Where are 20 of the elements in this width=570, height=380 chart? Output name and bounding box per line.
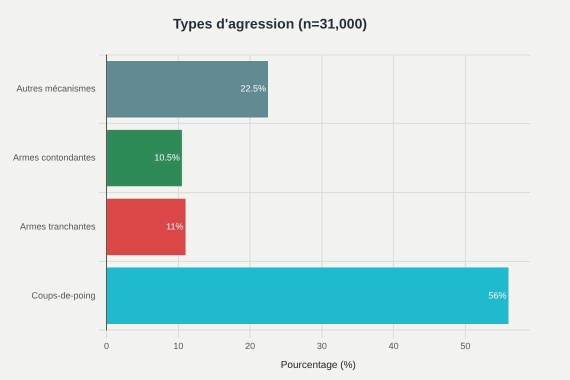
data-label: 22.5% <box>240 84 266 94</box>
x-tick-label: 20 <box>245 341 256 352</box>
x-tick-label: 0 <box>104 341 110 352</box>
bar <box>107 268 508 324</box>
data-label: 11% <box>166 221 184 232</box>
y-tick-label: Armes tranchantes <box>20 221 96 232</box>
x-tick-label: 10 <box>173 341 184 352</box>
chart-title: Types d'agression (n=31,000) <box>172 15 368 32</box>
x-tick-label: 30 <box>316 341 327 352</box>
bar <box>107 130 182 186</box>
bar <box>107 60 268 118</box>
x-tick-label: 50 <box>460 341 470 352</box>
x-tick-label: 40 <box>388 341 399 352</box>
y-tick-label: Coups-de-poing <box>32 290 96 300</box>
y-tick-label: Armes contondantes <box>13 152 96 163</box>
bar <box>107 198 186 256</box>
x-axis-title: Pourcentage (%) <box>280 360 356 371</box>
data-label: 10.5% <box>154 152 180 163</box>
y-tick-label: Autres mécanismes <box>16 84 96 94</box>
data-label: 56% <box>488 290 506 300</box>
